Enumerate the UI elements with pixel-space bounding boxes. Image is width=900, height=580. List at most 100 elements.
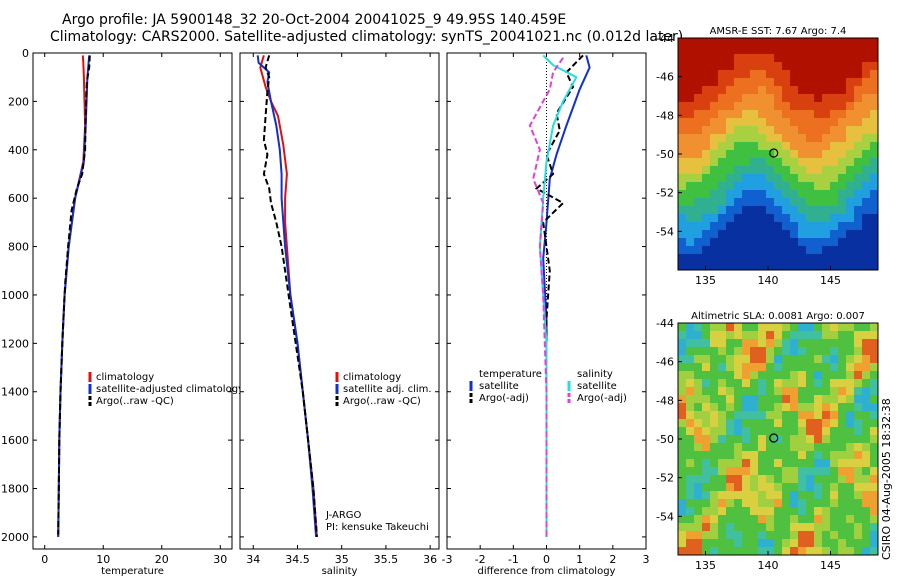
sst-map-cell <box>758 94 766 102</box>
sst-map-cell <box>798 86 806 94</box>
sla-map-cell <box>750 475 758 483</box>
sla-map-cell <box>750 379 758 387</box>
sla-map-cell <box>782 499 790 507</box>
sla-map-cell <box>846 331 854 339</box>
temperature-ytick-label: 800 <box>8 241 29 254</box>
sla-map-cell <box>678 507 686 515</box>
sla-map-cell <box>678 467 686 475</box>
sla-map-cell <box>782 387 790 395</box>
sla-map-cell <box>758 363 766 371</box>
sst-map-cell <box>830 190 838 198</box>
sst-map-cell <box>734 254 742 262</box>
sst-map-cell <box>814 110 822 118</box>
sst-map-cell <box>678 126 686 134</box>
sla-map-cell <box>726 371 734 379</box>
sst-map-cell <box>750 54 758 62</box>
sla-map-cell <box>782 355 790 363</box>
sst-map-cell <box>726 94 734 102</box>
sla-map-cell <box>734 507 742 515</box>
sla-map-cell <box>718 339 726 347</box>
sst-map-cell <box>702 230 710 238</box>
sst-map-cell <box>838 70 846 78</box>
sst-map-cell <box>750 262 758 270</box>
difference-xtick-label: -2 <box>475 553 486 566</box>
sla-map-cell <box>766 483 774 491</box>
sst-map-cell <box>750 126 758 134</box>
sst-map-cell <box>814 158 822 166</box>
sst-map-cell <box>806 214 814 222</box>
sst-map-cell <box>678 70 686 78</box>
sla-map-cell <box>710 499 718 507</box>
sst-map-cell <box>870 70 878 78</box>
sla-map-cell <box>790 523 798 531</box>
sla-map-cell <box>686 363 694 371</box>
sla-map-cell <box>758 491 766 499</box>
sla-map-cell <box>766 395 774 403</box>
sla-map-cell <box>702 523 710 531</box>
sst-map-cell <box>854 38 862 46</box>
sst-map-cell <box>702 166 710 174</box>
sla-map-cell <box>870 523 878 531</box>
sst-map-cell <box>758 70 766 78</box>
sla-map-cell <box>686 427 694 435</box>
sst-map-cell <box>766 262 774 270</box>
sst-map-cell <box>702 190 710 198</box>
sst-map-cell <box>838 254 846 262</box>
sst-map-cell <box>734 198 742 206</box>
sla-map-cell <box>806 379 814 387</box>
sla-map-cell <box>734 443 742 451</box>
sst-map-cell <box>750 182 758 190</box>
sla-map-cell <box>862 523 870 531</box>
sst-map-cell <box>678 118 686 126</box>
sla-map-cell <box>734 379 742 387</box>
sst-map-cell <box>686 46 694 54</box>
sla-map-cell <box>782 419 790 427</box>
temperature-series-line <box>57 55 91 535</box>
sst-map-cell <box>838 62 846 70</box>
sla-map-cell <box>758 403 766 411</box>
sst-map-cell <box>790 62 798 70</box>
sst-map-cell <box>726 70 734 78</box>
sla-map-cell <box>694 547 702 555</box>
sla-map-cell <box>870 411 878 419</box>
sla-map-cell <box>838 379 846 387</box>
sst-map-cell <box>862 238 870 246</box>
sla-map-cell <box>870 443 878 451</box>
sst-map-cell <box>766 214 774 222</box>
sst-map-cell <box>790 126 798 134</box>
sla-map-cell <box>790 323 798 331</box>
salinity-legend-label: climatology <box>343 372 401 383</box>
sst-map-cell <box>774 238 782 246</box>
sla-map-cell <box>774 411 782 419</box>
sst-map-cell <box>846 246 854 254</box>
sla-map-cell <box>790 379 798 387</box>
sst-map-cell <box>854 70 862 78</box>
sst-map-cell <box>806 38 814 46</box>
sla-map-cell <box>758 459 766 467</box>
sla-map-cell <box>798 379 806 387</box>
sla-map-cell <box>710 539 718 547</box>
sst-map-cell <box>766 134 774 142</box>
sst-map-cell <box>726 38 734 46</box>
sla-map-cell <box>806 515 814 523</box>
sst-map-cell <box>718 46 726 54</box>
sla-map-cell <box>798 515 806 523</box>
sla-map-cell <box>710 459 718 467</box>
sst-map-cell <box>814 62 822 70</box>
figure-title-line2: Climatology: CARS2000. Satellite-adjuste… <box>50 29 684 45</box>
sst-map-cell <box>710 206 718 214</box>
sst-map-cell <box>710 118 718 126</box>
sla-map-cell <box>830 355 838 363</box>
sla-map-cell <box>678 515 686 523</box>
sst-map-float-marker <box>769 148 779 158</box>
sla-map-cell <box>710 547 718 555</box>
sst-map-cell <box>822 246 830 254</box>
salinity-legend-label: Argo(..raw -QC) <box>343 396 421 407</box>
sla-map-cell <box>814 435 822 443</box>
salinity-xtick-label: 34 <box>246 553 260 566</box>
sst-map-cell <box>854 86 862 94</box>
sst-map-cell <box>694 78 702 86</box>
sst-map-cell <box>694 94 702 102</box>
sla-map-cell <box>838 371 846 379</box>
sla-map-cell <box>718 371 726 379</box>
